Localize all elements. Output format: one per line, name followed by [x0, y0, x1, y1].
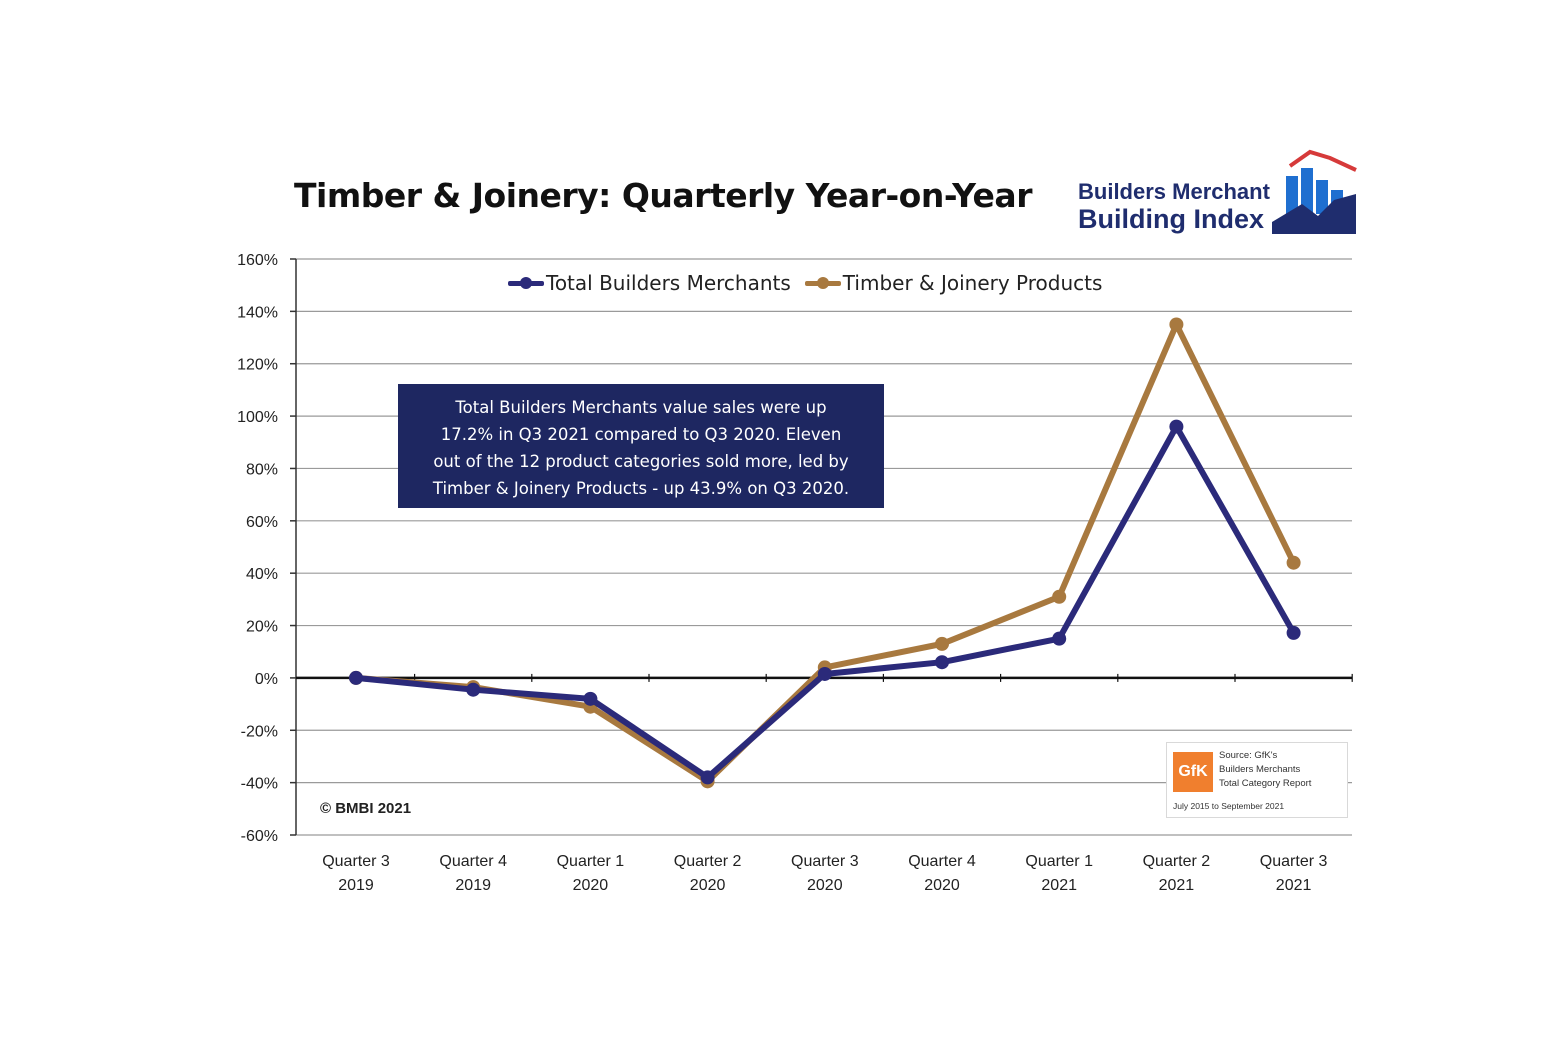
series-lines	[349, 317, 1301, 789]
y-tick-label: 20%	[246, 619, 278, 636]
bmbi-logo: Builders Merchant Building Index	[1076, 146, 1360, 238]
x-tick-label-year: 2020	[807, 877, 843, 894]
x-tick-label-quarter: Quarter 1	[557, 853, 625, 870]
source-line: Builders Merchants	[1219, 764, 1301, 775]
data-point-timber	[1286, 555, 1301, 570]
x-tick-label-quarter: Quarter 4	[908, 853, 976, 870]
legend-label-timber: Timber & Joinery Products	[842, 271, 1103, 295]
y-tick-label: 140%	[237, 304, 278, 321]
x-tick-label-quarter: Quarter 1	[1025, 853, 1093, 870]
y-tick-labels: -60% -40% -20% 0% 20% 40% 60% 80% 100% 120% 140% 16…	[237, 252, 278, 845]
y-tick-label: 0%	[255, 671, 278, 688]
source-line: Source: GfK's	[1219, 750, 1278, 761]
data-point-timber	[1052, 589, 1067, 604]
data-point-timber	[1169, 317, 1184, 332]
legend-swatch-total	[508, 277, 544, 289]
data-point-total	[583, 691, 598, 706]
y-tick-label: -40%	[241, 776, 278, 793]
gfk-logo: GfK	[1173, 752, 1213, 792]
x-tick-label-quarter: Quarter 2	[1143, 853, 1211, 870]
x-tick-label-quarter: Quarter 4	[439, 853, 507, 870]
logo-text-line1: Builders Merchant	[1078, 179, 1270, 204]
x-tick-label-quarter: Quarter 3	[1260, 853, 1328, 870]
data-point-total	[349, 670, 363, 685]
house-chart-logo-icon	[1272, 149, 1357, 234]
data-point-total	[700, 770, 715, 785]
x-tick-label-year: 2019	[455, 877, 491, 894]
data-point-total	[817, 666, 832, 681]
y-tick-label: -60%	[241, 828, 278, 845]
y-tick-label: 100%	[237, 409, 278, 426]
x-tick-label-year: 2020	[924, 877, 960, 894]
legend-item-timber: Timber & Joinery Products	[804, 271, 1103, 295]
y-tick-label: -20%	[241, 723, 278, 740]
x-tick-label-year: 2020	[573, 877, 609, 894]
copyright-text: © BMBI 2021	[320, 800, 412, 817]
y-tick-label: 160%	[237, 252, 278, 269]
x-tick-label-quarter: Quarter 3	[322, 853, 390, 870]
logo-text-line2: Building Index	[1078, 204, 1264, 234]
annotation-line: out of the 12 product categories sold mo…	[433, 452, 849, 471]
data-point-timber	[935, 636, 949, 651]
y-tick-label: 120%	[237, 357, 278, 374]
chart-title: Timber & Joinery: Quarterly Year-on-Year	[294, 176, 1032, 215]
x-tick-label-year: 2019	[338, 877, 374, 894]
annotation-box: Total Builders Merchants value sales wer…	[398, 384, 884, 508]
x-tick-label-quarter: Quarter 3	[791, 853, 859, 870]
x-tick-label-year: 2021	[1276, 877, 1312, 894]
y-tick-label: 60%	[246, 514, 278, 531]
data-point-total	[935, 655, 949, 670]
data-point-total	[1169, 419, 1184, 434]
data-point-total	[1286, 625, 1301, 640]
annotation-line: 17.2% in Q3 2021 compared to Q3 2020. El…	[440, 425, 842, 444]
source-box: GfK Source: GfK's Builders Merchants Tot…	[1166, 742, 1348, 818]
source-footer: July 2015 to September 2021	[1173, 801, 1285, 811]
x-tick-label-quarter: Quarter 2	[674, 853, 742, 870]
annotation-line: Total Builders Merchants value sales wer…	[455, 398, 827, 417]
x-tick-label-year: 2021	[1159, 877, 1195, 894]
source-line: Total Category Report	[1219, 778, 1312, 789]
x-tick-labels: Quarter 3 2019 Quarter 4 2019 Quarter 1 2020 Q…	[322, 853, 1327, 894]
x-tick-label-year: 2020	[690, 877, 726, 894]
x-tick-label-year: 2021	[1041, 877, 1077, 894]
legend-label-total: Total Builders Merchants	[546, 271, 791, 295]
y-tick-label: 40%	[246, 566, 278, 583]
data-point-total	[1052, 631, 1067, 646]
data-point-total	[466, 682, 481, 697]
chart-legend: Total Builders Merchants Timber & Joiner…	[508, 271, 1116, 295]
legend-swatch-timber	[804, 277, 841, 289]
y-tick-label: 80%	[246, 461, 278, 478]
annotation-line: Timber & Joinery Products - up 43.9% on …	[432, 479, 850, 498]
legend-item-total: Total Builders Merchants	[508, 271, 791, 295]
